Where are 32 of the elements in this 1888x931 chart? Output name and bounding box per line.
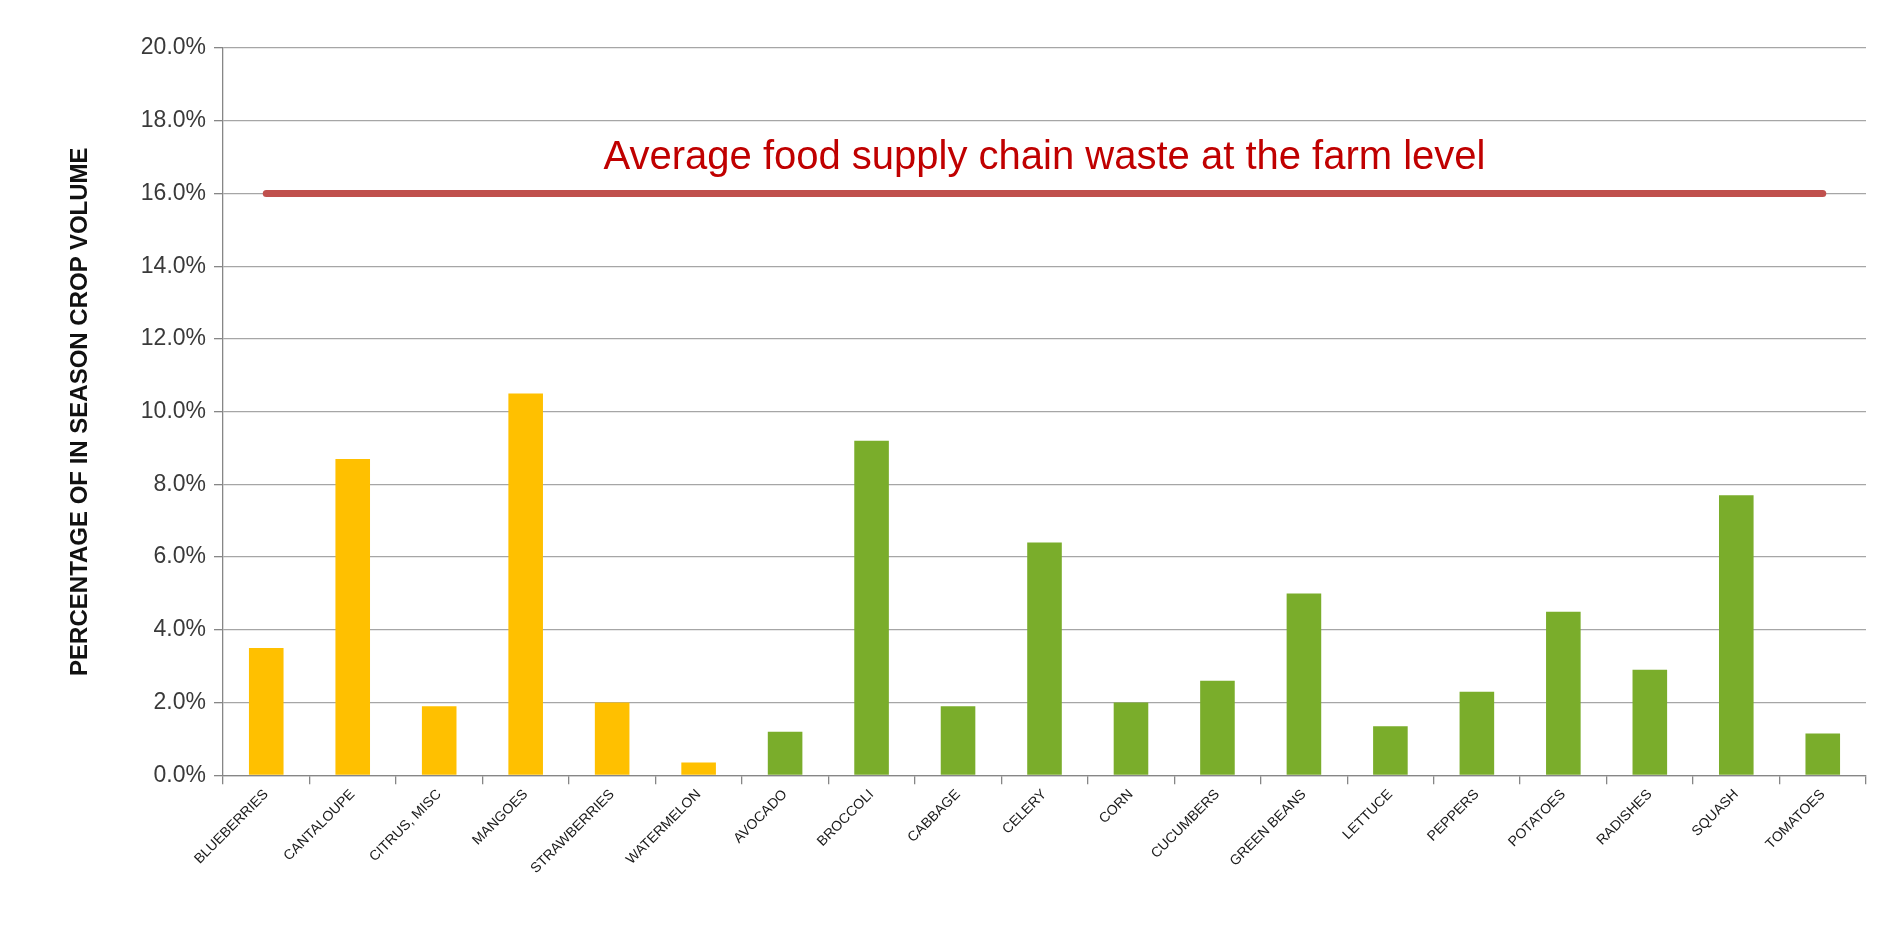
bar (594, 702, 630, 775)
bar (1632, 669, 1668, 775)
bar (767, 731, 803, 775)
bar (1113, 702, 1149, 775)
bar (940, 706, 976, 775)
bar (335, 458, 371, 775)
bar (681, 762, 716, 775)
bar (1373, 726, 1408, 775)
y-tick-label: 2.0% (153, 687, 207, 714)
bar (854, 440, 889, 775)
bar (1459, 691, 1495, 775)
y-tick-label: 20.0% (140, 33, 207, 60)
bar (421, 706, 457, 775)
y-tick-label: 12.0% (140, 324, 207, 351)
y-tick-label: 0.0% (153, 760, 207, 787)
bar (1027, 542, 1062, 775)
y-tick-label: 18.0% (140, 106, 207, 133)
bar (248, 648, 284, 775)
y-axis-title: PERCENTAGE OF IN SEASON CROP VOLUME (65, 147, 93, 676)
y-tick-label: 14.0% (140, 251, 207, 278)
y-tick-label: 10.0% (140, 396, 207, 423)
ref-line-label: Average food supply chain waste at the farm level (603, 133, 1486, 178)
bar (1546, 611, 1581, 775)
bar (1286, 593, 1322, 775)
y-tick-label: 8.0% (153, 469, 207, 496)
bar (508, 393, 543, 775)
y-tick-label: 16.0% (140, 178, 207, 205)
y-tick-label: 6.0% (153, 542, 207, 569)
bar (1200, 680, 1235, 775)
y-tick-label: 4.0% (153, 615, 207, 642)
bar (1719, 495, 1754, 775)
bar (1805, 733, 1841, 775)
